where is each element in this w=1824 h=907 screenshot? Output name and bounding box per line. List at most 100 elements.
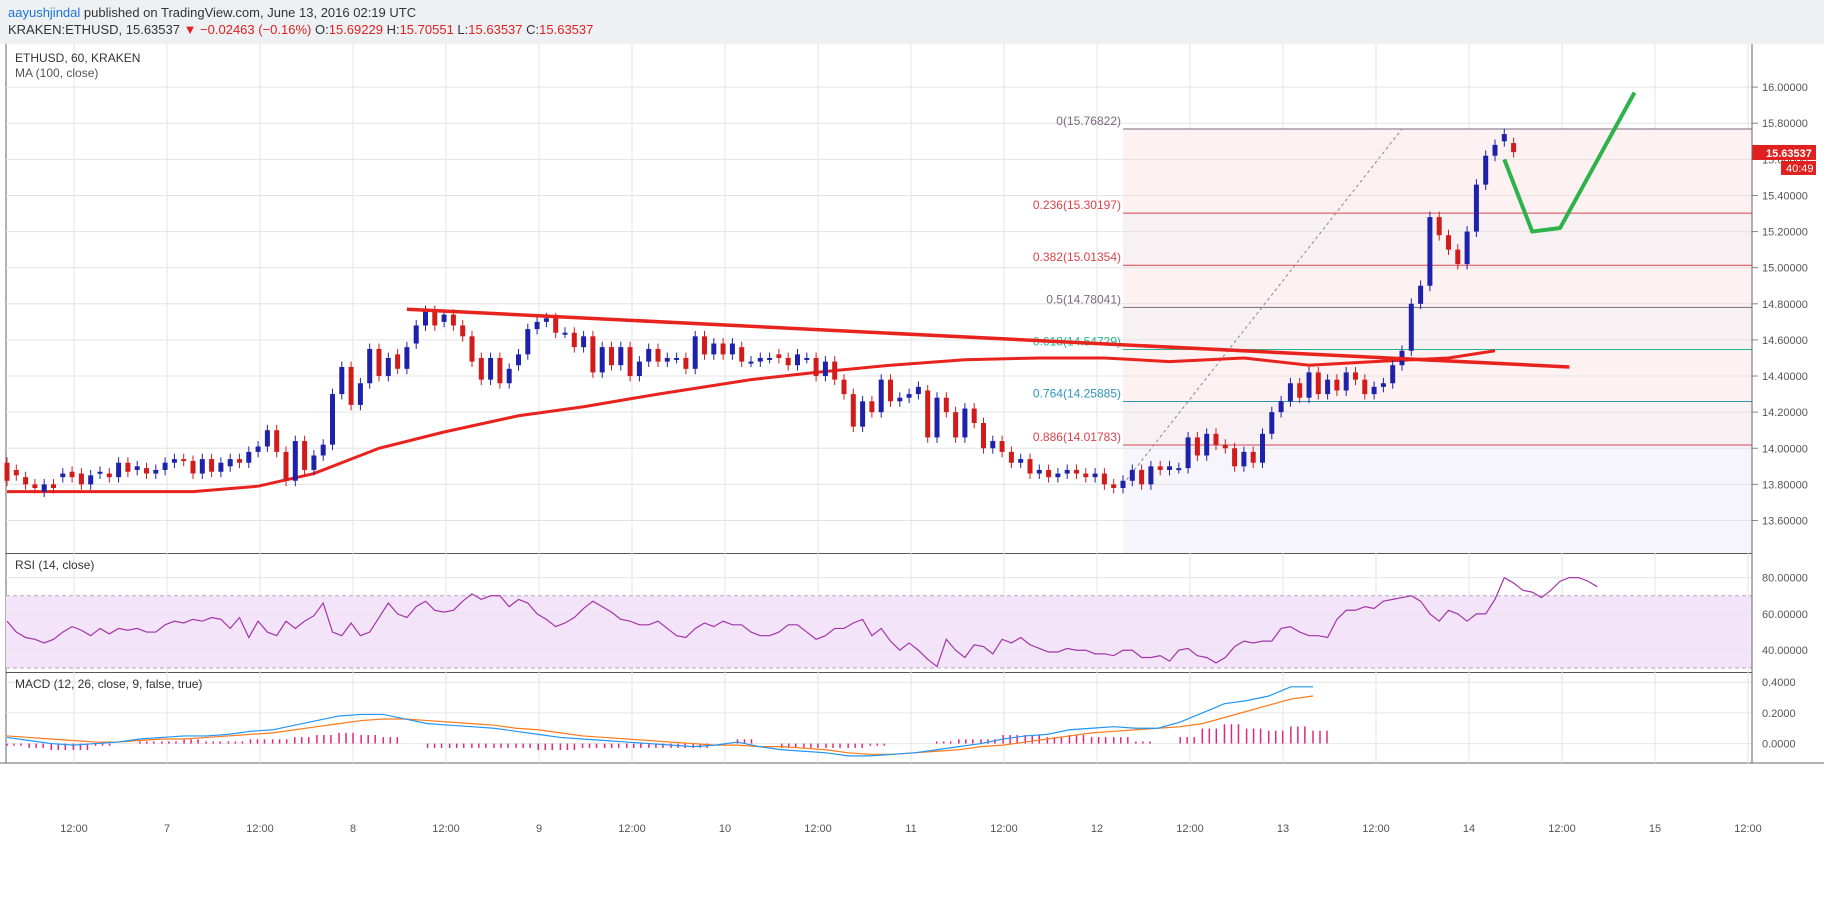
- y-axis-label: 14.60000: [1762, 335, 1808, 347]
- close-label: C:: [522, 22, 540, 37]
- candle: [1176, 468, 1182, 471]
- forecast-path: [1502, 91, 1637, 234]
- candle: [981, 422, 986, 449]
- candle: [450, 314, 456, 326]
- candle: [1157, 466, 1163, 470]
- candle: [1306, 372, 1312, 398]
- fib-level-label: 0.886(14.01783): [1033, 430, 1121, 444]
- candle: [1260, 433, 1265, 463]
- y-axis-label: 15.20000: [1762, 227, 1808, 239]
- candle: [934, 397, 940, 438]
- candle: [1501, 134, 1507, 142]
- candle: [850, 394, 856, 427]
- candle: [116, 462, 122, 478]
- candle: [516, 354, 521, 366]
- candle: [23, 477, 29, 485]
- time-axis-label: 11: [905, 823, 916, 835]
- last-price-badge: [1752, 144, 1816, 160]
- candle: [1315, 372, 1321, 395]
- author-link[interactable]: aayushjindal: [8, 5, 81, 20]
- candle: [571, 332, 577, 348]
- candle: [785, 357, 791, 366]
- candle: [720, 343, 726, 355]
- candle: [581, 336, 587, 348]
- candle: [357, 383, 363, 405]
- candle: [1446, 235, 1451, 250]
- candle: [813, 357, 819, 377]
- candle: [199, 459, 205, 474]
- candle: [1018, 459, 1024, 463]
- candle: [627, 347, 633, 377]
- symbol-quote: KRAKEN:ETHUSD, 15.63537: [8, 22, 184, 37]
- candle: [962, 408, 968, 438]
- time-axis-label: 12:00: [1176, 823, 1204, 835]
- candle: [460, 325, 466, 337]
- candle: [999, 441, 1005, 452]
- candle: [32, 484, 38, 488]
- candle: [78, 473, 84, 485]
- candle: [1250, 451, 1256, 463]
- y-axis-label: 13.60000: [1762, 515, 1808, 527]
- candle: [302, 441, 308, 470]
- candle: [237, 459, 242, 463]
- candle: [525, 329, 531, 355]
- candle: [69, 471, 75, 478]
- candle: [1008, 451, 1014, 463]
- candle: [1343, 372, 1349, 391]
- candle: [767, 357, 773, 360]
- candle: [748, 361, 754, 364]
- candle: [553, 318, 559, 333]
- candle: [1418, 285, 1424, 304]
- high-value: 15.70551: [399, 22, 454, 37]
- low-value: 15.63537: [468, 22, 523, 37]
- candle: [283, 451, 289, 481]
- candle: [497, 357, 503, 384]
- candle: [534, 321, 540, 330]
- y-axis-label: 15.00000: [1762, 263, 1808, 275]
- fib-level-label: 0.5(14.78041): [1046, 292, 1121, 306]
- candle: [664, 357, 670, 362]
- time-axis-label: 12:00: [990, 823, 1018, 835]
- quote-line: KRAKEN:ETHUSD, 15.63537 ▼ −0.02463 (−0.1…: [8, 22, 593, 37]
- header-bar: aayushjindal published on TradingView.co…: [0, 0, 1824, 44]
- candle: [1083, 473, 1089, 478]
- candle: [1055, 473, 1061, 478]
- fib-level-label: 0.236(15.30197): [1033, 198, 1121, 212]
- candle: [153, 469, 159, 474]
- y-axis-label: 40.00000: [1762, 645, 1808, 657]
- y-axis-label: 0.2000: [1762, 708, 1796, 720]
- candle: [1353, 372, 1358, 380]
- candle: [860, 401, 866, 427]
- candle: [1334, 379, 1340, 391]
- candle: [1222, 444, 1228, 449]
- y-axis-label: 14.40000: [1762, 371, 1808, 383]
- candle: [1455, 249, 1461, 265]
- high-label: H:: [382, 22, 400, 37]
- y-axis-label: 15.40000: [1762, 190, 1808, 202]
- candle: [432, 311, 438, 326]
- candle: [404, 347, 410, 369]
- y-axis-label: 16.00000: [1762, 82, 1808, 94]
- close-value: 15.63537: [539, 22, 594, 37]
- candle: [702, 336, 707, 355]
- candle: [990, 441, 996, 449]
- publisher-line: aayushjindal published on TradingView.co…: [8, 5, 416, 20]
- candle: [878, 379, 884, 413]
- candle: [869, 401, 875, 413]
- candle: [441, 314, 447, 322]
- trading-chart[interactable]: 12:00 7 12:00 8 12:00 9 12:00 10 12:00 11 12:00 12 1…: [0, 44, 1824, 907]
- candle: [348, 367, 354, 405]
- rsi-title: RSI (14, close): [15, 558, 94, 572]
- candle: [1194, 437, 1200, 456]
- macd-title: MACD (12, 26, close, 9, false, true): [15, 677, 202, 691]
- candle: [1325, 379, 1331, 395]
- candle: [683, 357, 689, 369]
- candle: [776, 354, 782, 358]
- candle: [609, 347, 614, 366]
- y-axis-label: 14.80000: [1762, 299, 1808, 311]
- candle: [264, 430, 270, 447]
- candle: [134, 466, 140, 470]
- price-change: ▼ −0.02463 (−0.16%): [183, 22, 312, 37]
- fib-level-label: 0.764(14.25885): [1033, 387, 1121, 401]
- candle: [339, 367, 345, 395]
